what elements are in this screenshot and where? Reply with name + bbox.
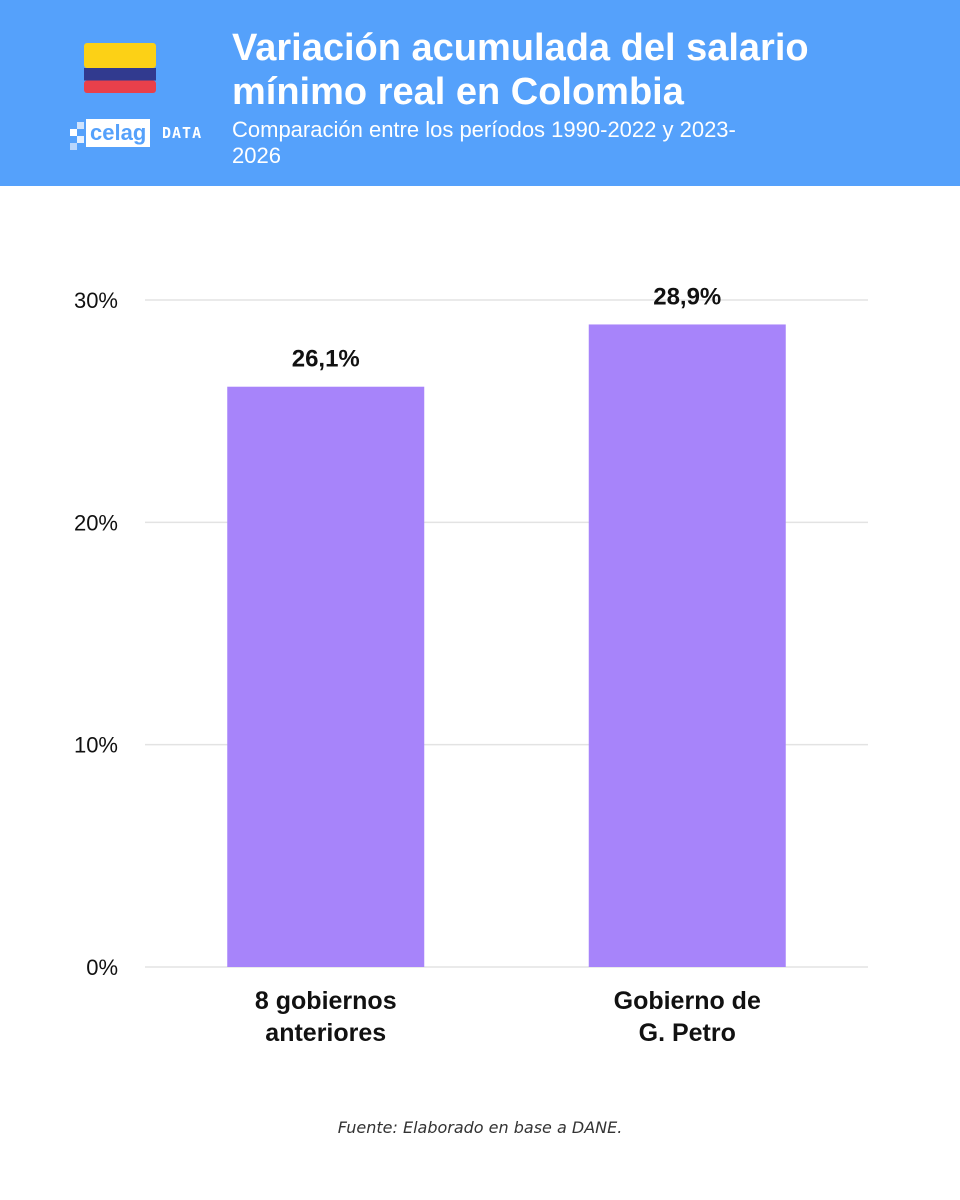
x-category-label: Gobierno de G. Petro [614, 987, 761, 1047]
x-category-label-line: G. Petro [639, 1019, 736, 1047]
data-label: 26,1% [292, 346, 360, 373]
celag-data-logo: celag DATA [70, 115, 210, 155]
bar [588, 324, 786, 967]
x-category-label-line: 8 gobiernos [255, 987, 397, 1015]
logo-wordmark: celag [86, 119, 151, 147]
data-label: 28,9% [653, 283, 721, 310]
y-tick-label: 20% [74, 510, 118, 535]
colombia-flag-icon [84, 43, 156, 93]
source-note: Fuente: Elaborado en base a DANE. [337, 1118, 623, 1137]
y-tick-label: 0% [86, 955, 118, 980]
logo-suffix: DATA [162, 124, 203, 142]
x-category-label-line: Gobierno de [614, 987, 761, 1015]
bar [227, 386, 425, 967]
y-tick-label: 10% [74, 733, 118, 758]
y-tick-label: 30% [74, 288, 118, 313]
chart-subtitle: Comparación entre los períodos 1990-2022… [232, 117, 736, 168]
header-banner: celag DATA Variación acumulada del salar… [0, 0, 960, 186]
x-category-label-line: anteriores [265, 1019, 386, 1047]
bar-chart: 0% 10% 20% 30% 26,1% 8 gobiernos anteriores 28,… [74, 283, 868, 1047]
x-category-label: 8 gobiernos anteriores [255, 987, 397, 1047]
chart-title: Variación acumulada del salario mínimo r… [232, 27, 809, 113]
